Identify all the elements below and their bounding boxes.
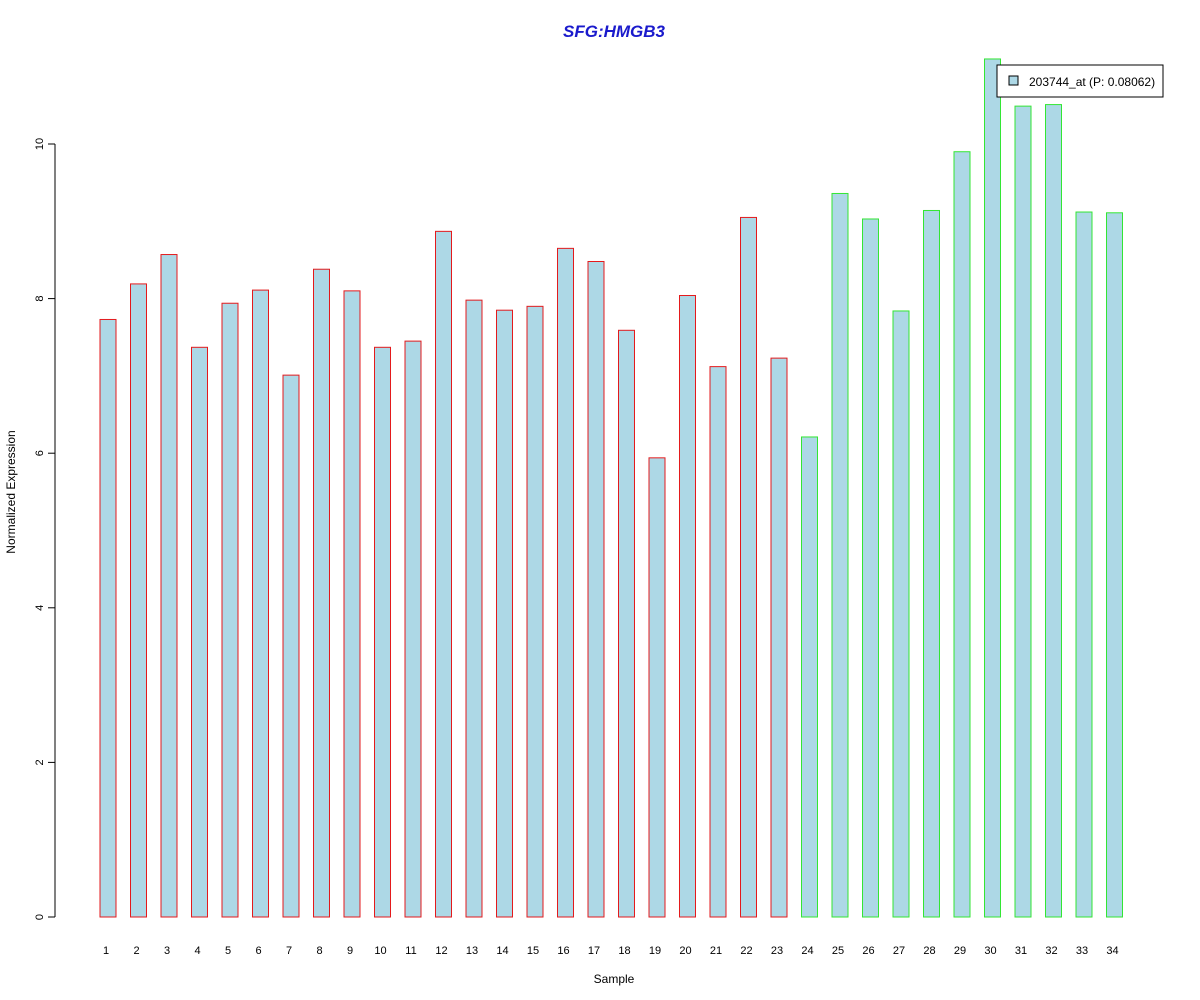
x-tick-label: 25 [832, 945, 844, 957]
x-tick-label: 14 [496, 945, 508, 957]
y-tick-label: 10 [34, 138, 46, 150]
bar-sample-32 [1045, 104, 1062, 918]
y-tick-label: 8 [34, 296, 46, 302]
bar-sample-19 [648, 457, 666, 918]
x-tick-label: 13 [466, 945, 478, 957]
bar-sample-13 [465, 299, 483, 918]
bar-sample-10 [374, 346, 391, 918]
x-tick-label: 26 [862, 945, 874, 957]
bar-sample-29 [953, 151, 971, 918]
x-tick-label: 8 [316, 945, 322, 957]
x-tick-label: 4 [194, 945, 200, 957]
x-tick-label: 10 [374, 945, 386, 957]
y-axis-label: Normalized Expression [4, 430, 18, 553]
x-tick-label: 32 [1045, 945, 1057, 957]
bar-sample-8 [313, 268, 330, 918]
y-axis: 0 2 4 6 8 10 [34, 138, 56, 920]
bar-sample-34 [1106, 212, 1123, 918]
x-tick-label: 6 [255, 945, 261, 957]
x-tick-label: 19 [649, 945, 661, 957]
x-tick-label: 20 [679, 945, 691, 957]
x-axis-label: Sample [594, 972, 635, 986]
x-tick-label: 7 [286, 945, 292, 957]
bar-sample-7 [282, 374, 300, 918]
x-tick-label: 3 [164, 945, 170, 957]
bar-sample-26 [862, 218, 879, 918]
bar-sample-11 [404, 340, 422, 918]
bar-sample-17 [587, 260, 605, 918]
legend-swatch [1008, 75, 1019, 86]
bar-sample-23 [770, 357, 788, 918]
bar-sample-33 [1075, 211, 1093, 918]
bar-sample-12 [435, 230, 452, 918]
y-tick-label: 6 [34, 450, 46, 456]
bar-sample-2 [130, 283, 147, 918]
legend-label: 203744_at (P: 0.08062) [1029, 75, 1155, 89]
x-tick-label: 21 [710, 945, 722, 957]
y-tick-label: 4 [34, 605, 46, 611]
bar-sample-25 [831, 192, 849, 918]
x-tick-label: 28 [923, 945, 935, 957]
bar-sample-30 [984, 58, 1001, 918]
x-tick-label: 11 [405, 945, 416, 957]
bar-sample-18 [618, 329, 635, 918]
x-tick-label: 33 [1076, 945, 1088, 957]
bar-sample-31 [1014, 105, 1032, 918]
x-tick-label: 16 [557, 945, 569, 957]
x-tick-label: 2 [133, 945, 139, 957]
x-tick-label: 9 [347, 945, 353, 957]
y-tick-label: 2 [34, 759, 46, 765]
bar-sample-15 [526, 305, 544, 918]
x-tick-label: 34 [1106, 945, 1118, 957]
bar-sample-16 [557, 247, 574, 918]
x-tick-label: 1 [103, 945, 109, 957]
x-tick-label: 31 [1015, 945, 1027, 957]
x-tick-label: 22 [740, 945, 752, 957]
legend-box [996, 64, 1164, 98]
y-tick-label: 0 [34, 914, 46, 920]
bar-sample-27 [892, 310, 910, 918]
x-tick-label: 24 [801, 945, 813, 957]
x-tick-label: 18 [618, 945, 630, 957]
bar-sample-20 [679, 295, 696, 918]
bar-sample-5 [221, 302, 239, 918]
x-tick-label: 15 [527, 945, 539, 957]
x-tick-label: 23 [771, 945, 783, 957]
x-tick-label: 12 [435, 945, 447, 957]
bar-sample-1 [99, 318, 117, 918]
chart-title: SFG:HMGB3 [563, 22, 666, 41]
bar-sample-21 [709, 366, 727, 918]
bar-sample-14 [496, 309, 513, 918]
bar-sample-22 [740, 216, 757, 918]
x-tick-label: 5 [225, 945, 231, 957]
bar-sample-24 [801, 436, 818, 918]
x-tick-labels: 1 2 3 4 5 6 7 8 9 10 11 12 13 14 15 16 17 18 19 20 21 22 23 24 2… [103, 945, 1119, 957]
bar-sample-3 [160, 254, 178, 918]
bar-sample-6 [252, 289, 269, 918]
bars [99, 58, 1123, 918]
x-tick-label: 17 [588, 945, 600, 957]
bar-sample-9 [343, 290, 361, 918]
x-tick-label: 29 [954, 945, 966, 957]
bar-sample-4 [191, 346, 208, 918]
legend: 203744_at (P: 0.08062) [996, 64, 1164, 98]
x-tick-label: 30 [984, 945, 996, 957]
bar-sample-28 [923, 209, 940, 918]
x-tick-label: 27 [893, 945, 905, 957]
